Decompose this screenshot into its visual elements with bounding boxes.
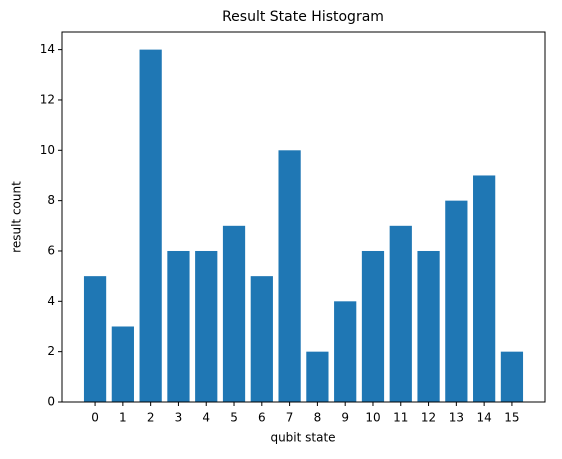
y-tick-label: 12 [40,92,55,106]
bar [139,49,162,402]
bar [361,250,385,402]
x-tick-label: 4 [202,411,210,425]
y-tick-label: 0 [47,395,55,409]
bar [195,250,218,402]
y-tick-label: 14 [40,42,55,56]
x-tick-label: 8 [314,411,322,425]
x-tick-label: 2 [147,411,155,425]
bar [278,150,301,402]
x-tick-label: 9 [341,411,349,425]
bar [389,225,412,402]
x-tick-label: 14 [476,411,491,425]
bar [334,301,357,402]
y-tick-label: 8 [47,193,55,207]
x-tick-label: 1 [119,411,127,425]
bar [445,200,468,402]
bar [473,175,496,402]
x-tick-label: 10 [365,411,380,425]
bar [167,250,190,402]
bar [111,326,134,402]
bar [83,276,107,402]
x-tick-label: 7 [286,411,294,425]
y-axis-label: result count [10,181,24,253]
x-tick-label: 13 [449,411,464,425]
bar [500,351,524,402]
x-tick-label: 15 [504,411,519,425]
x-tick-label: 3 [175,411,183,425]
x-tick-label: 11 [393,411,408,425]
y-tick-label: 4 [47,294,55,308]
x-tick-label: 12 [421,411,436,425]
chart-title: Result State Histogram [222,9,384,25]
x-tick-label: 0 [91,411,99,425]
x-tick-label: 6 [258,411,266,425]
plot-frame [61,31,546,403]
bar [250,276,273,402]
y-tick-label: 6 [47,243,55,257]
y-tick-label: 2 [47,344,55,358]
y-tick-label: 10 [40,143,55,157]
x-tick-label: 5 [230,411,238,425]
bar [417,250,440,402]
bar [306,351,329,402]
bar [222,225,246,402]
x-axis-label: qubit state [270,431,335,445]
